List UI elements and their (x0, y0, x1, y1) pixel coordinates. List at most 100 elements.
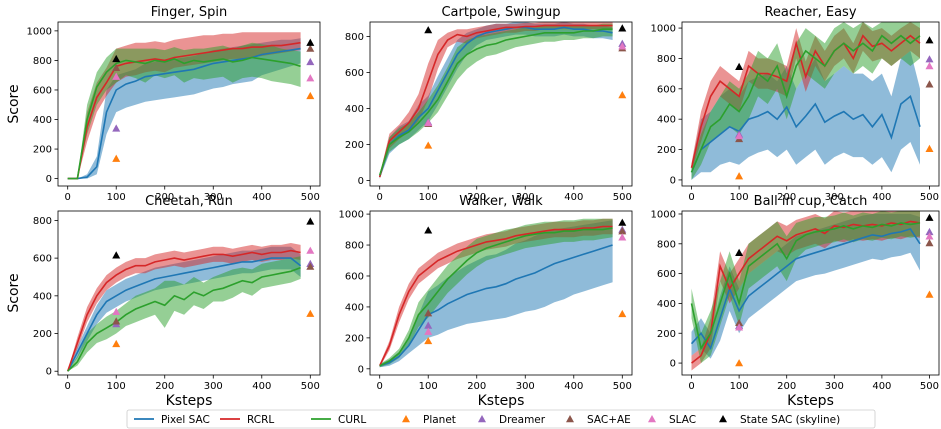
x-tick-label: 500 (301, 381, 320, 392)
x-tick-label: 500 (301, 192, 320, 203)
marker-dreamer (424, 321, 433, 329)
marker-sac-ae (306, 262, 315, 270)
legend-box (126, 409, 876, 429)
marker-state-sac-skyline (112, 54, 121, 63)
y-tick-label: 600 (345, 68, 364, 79)
y-tick-label: 1000 (651, 209, 676, 220)
marker-slac (306, 74, 315, 82)
band-curl (379, 23, 613, 177)
panel-title: Walker, Walk (459, 194, 543, 209)
marker-dreamer (112, 124, 121, 132)
x-tick-label: 0 (65, 192, 71, 203)
x-tick-label: 0 (65, 381, 71, 392)
plot-area (378, 218, 613, 368)
y-tick-label: 800 (657, 54, 676, 65)
y-tick-label: 0 (358, 176, 364, 187)
x-tick-label: 300 (204, 381, 223, 392)
y-tick-label: 800 (33, 216, 52, 227)
x-tick-label: 500 (613, 192, 632, 203)
x-tick-label: 400 (252, 192, 271, 203)
panel-title: Finger, Spin (151, 5, 228, 20)
marker-sac-ae (112, 317, 121, 325)
line-rcrl (378, 24, 613, 178)
legend-item-dreamer: Dreamer (478, 414, 546, 426)
panel-walker-walk: 0 100 200 300 400 50002004006008001000Walker,… (339, 194, 633, 409)
line-curl (379, 227, 613, 367)
legend-item-curl: CURL (311, 414, 366, 426)
legend-swatch-marker (402, 415, 410, 423)
axes-frame (681, 21, 940, 187)
marker-planet (112, 339, 121, 348)
marker-planet (925, 290, 934, 298)
panel-reacher-easy: 0 100 200 300 400 500 0 200 400 600 800 1000 Reacher… (651, 5, 940, 203)
panel-title: Cartpole, Swingup (441, 5, 560, 20)
y-tick-label: 400 (345, 302, 364, 313)
x-tick-label: 100 (730, 381, 749, 392)
band-pixel-sac (379, 220, 613, 368)
x-tick-label: 0 (377, 192, 383, 203)
legend-swatch-marker (719, 415, 727, 423)
y-tick-label: 400 (657, 299, 676, 310)
y-tick-label: 400 (657, 115, 676, 126)
marker-state-sac-skyline (306, 217, 315, 225)
legend-swatch-marker (566, 415, 574, 423)
legend: Pixel SAC RCRL CURL Planet Dreamer SAC+AE SLAC… (126, 409, 876, 429)
marker-planet (306, 91, 315, 100)
y-tick-label: 600 (345, 271, 364, 282)
legend-item-sac-ae: SAC+AE (566, 414, 631, 426)
marker-planet (735, 172, 744, 180)
x-tick-label: 400 (564, 192, 583, 203)
line-rcrl (66, 249, 301, 372)
line-pixel-sac (690, 95, 921, 173)
plot-area (690, 22, 921, 180)
x-tick-label: 300 (825, 381, 844, 392)
x-tick-label: 0 (688, 381, 694, 392)
legend-item-state-sac-skyline: State SAC (skyline) (719, 414, 840, 426)
y-axis-label: Score (6, 84, 22, 123)
marker-slac (424, 118, 433, 127)
panel-title: Cheetah, Run (145, 194, 233, 209)
y-tick-label: 400 (345, 104, 364, 115)
x-tick-label: 500 (613, 381, 632, 392)
x-tick-label: 0 (688, 192, 694, 203)
y-tick-label: 0 (670, 359, 676, 370)
y-tick-label: 400 (33, 291, 52, 302)
x-tick-label: 100 (730, 192, 749, 203)
y-tick-label: 200 (33, 145, 52, 156)
marker-state-sac-skyline (618, 24, 627, 32)
y-tick-label: 1000 (27, 26, 52, 37)
line-pixel-sac (66, 257, 302, 372)
marker-sac-ae (424, 309, 433, 317)
axes-frame (57, 21, 321, 187)
band-curl (67, 42, 301, 179)
y-tick-label: 200 (345, 333, 364, 344)
marker-sac-ae (306, 44, 315, 52)
marker-sac-ae (618, 227, 627, 235)
axes-frame (369, 21, 633, 187)
marker-state-sac-skyline (112, 251, 121, 259)
panel-title: Ball in cup, Catch (754, 194, 868, 209)
y-tick-label: 200 (345, 140, 364, 151)
y-tick-label: 600 (657, 84, 676, 95)
axes-frame (681, 210, 940, 376)
x-tick-label: 400 (872, 381, 891, 392)
marker-planet (424, 141, 433, 149)
band-pixel-sac (691, 214, 920, 359)
marker-slac (424, 327, 433, 335)
panel-cheetah-run: 0 100 200 300 400 500 0 200 400 600 800 Cheetah, Ru… (6, 194, 321, 409)
x-tick-label: 100 (107, 381, 126, 392)
y-tick-label: 800 (657, 239, 676, 250)
x-tick-label: 500 (920, 381, 939, 392)
marker-state-sac-skyline (424, 26, 433, 34)
marker-dreamer (306, 57, 315, 66)
y-tick-label: 1000 (339, 210, 364, 221)
band-rcrl (67, 243, 301, 372)
legend-item-rcrl: RCRL (220, 414, 274, 426)
x-axis-label: Ksteps (787, 393, 834, 409)
y-tick-label: 200 (657, 145, 676, 156)
x-tick-label: 200 (777, 381, 796, 392)
y-tick-label: 800 (345, 241, 364, 252)
legend-label: CURL (338, 414, 366, 426)
panel-title: Reacher, Easy (764, 5, 856, 20)
